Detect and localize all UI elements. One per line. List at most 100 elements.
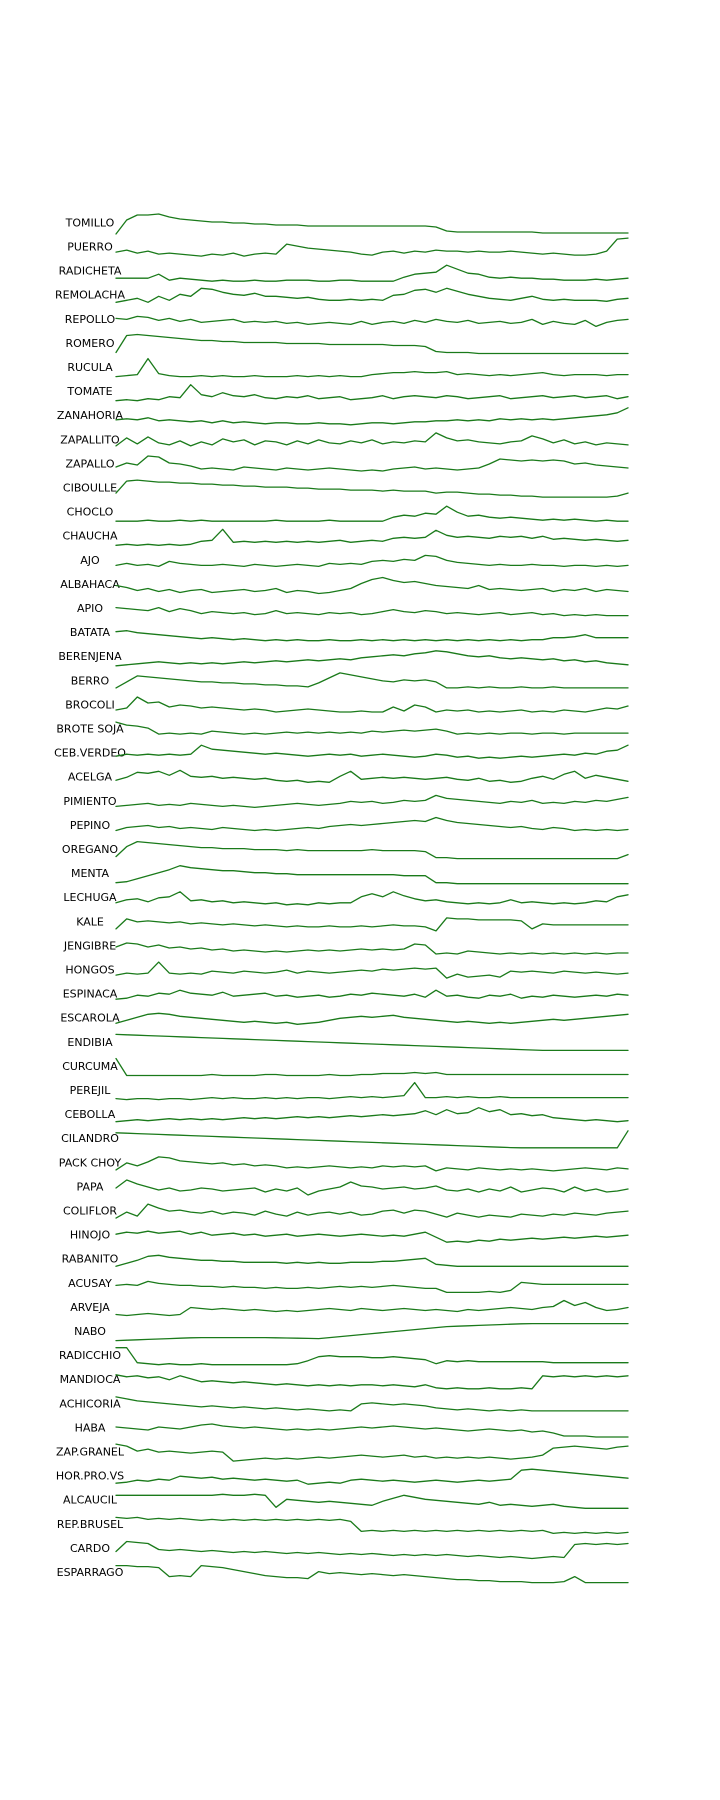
series-line (115, 264, 629, 282)
sparkline-row: ZAP.GRANEL (56, 1443, 629, 1462)
sparkline-row: AJO (80, 554, 629, 568)
series-label: CHAUCHA (62, 530, 117, 543)
series-label: PUERRO (67, 241, 113, 254)
series-label: ESPARRAGO (57, 1566, 124, 1579)
series-label: ZAPALLITO (60, 433, 120, 446)
series-line (115, 1280, 629, 1294)
sparkline-row: LECHUGA (63, 891, 629, 906)
series-label: CHOCLO (67, 506, 114, 519)
series-label: MANDIOCA (60, 1373, 121, 1386)
series-line (115, 315, 629, 328)
series-label: ALCAUCIL (63, 1494, 118, 1507)
sparkline-row: PEPINO (70, 816, 629, 832)
series-line (115, 840, 629, 860)
series-label: ROMERO (65, 337, 114, 350)
series-line (115, 407, 629, 426)
series-label: HABA (75, 1421, 106, 1434)
sparkline-row: CARDO (70, 1540, 629, 1560)
series-label: KALE (76, 915, 104, 928)
sparkline-row: ACHICORIA (59, 1396, 629, 1412)
series-line (115, 1423, 629, 1438)
series-line (115, 1374, 629, 1390)
series-line (115, 1299, 629, 1317)
sparkline-row: HINOJO (70, 1229, 629, 1243)
sparkline-row: KALE (76, 915, 629, 932)
sparkline-row: ESPARRAGO (57, 1564, 629, 1584)
sparkline-row: HOR.PRO.VS (56, 1468, 629, 1485)
sparkline-row: REMOLACHA (55, 287, 629, 303)
series-line (115, 769, 629, 783)
series-label: RADICCHIO (59, 1349, 121, 1362)
sparkline-row: ENDIBIA (67, 1033, 629, 1052)
series-label: MENTA (71, 867, 110, 880)
series-label: JENGIBRE (63, 939, 116, 952)
sparkline-row: ZAPALLO (65, 455, 629, 472)
sparkline-row: BERENJENA (58, 650, 629, 667)
sparkline-row: ACELGA (68, 769, 629, 784)
sparkline-row: ROMERO (65, 333, 629, 355)
series-line (115, 1493, 629, 1509)
series-line (115, 1564, 629, 1584)
series-line (115, 672, 629, 689)
series-label: CEBOLLA (65, 1108, 116, 1121)
series-line (115, 479, 629, 498)
series-label: CEB.VERDEO (54, 747, 126, 760)
series-line (115, 1203, 629, 1219)
series-line (115, 1179, 629, 1196)
sparkline-row: PUERRO (67, 237, 629, 257)
series-label: APIO (77, 602, 103, 615)
series-label: ARVEJA (70, 1301, 110, 1314)
sparkline-row: ALBAHACA (60, 576, 629, 595)
series-line (115, 1540, 629, 1560)
series-line (115, 942, 629, 955)
series-line (115, 357, 629, 378)
series-line (115, 816, 629, 832)
sparkline-row: OREGANO (62, 840, 629, 860)
series-line (115, 1130, 629, 1149)
series-label: ESPINACA (63, 988, 118, 1001)
series-line (115, 650, 629, 667)
series-line (115, 333, 629, 355)
sparkline-row: REPOLLO (65, 313, 629, 328)
series-label: ESCAROLA (60, 1012, 120, 1025)
sparkline-row: RUCULA (67, 357, 629, 378)
series-line (115, 1322, 629, 1342)
sparkline-row: TOMILLO (65, 213, 629, 235)
series-line (115, 237, 629, 257)
sparkline-row: RADICCHIO (59, 1347, 629, 1366)
sparkline-row: BROTE SOJA (56, 721, 629, 736)
series-line (115, 1468, 629, 1485)
sparkline-row: JENGIBRE (63, 939, 629, 955)
sparkline-row: RABANITO (62, 1253, 629, 1267)
series-label: PAPA (77, 1180, 104, 1193)
sparkline-row: ARVEJA (70, 1299, 629, 1317)
sparkline-row: NABO (74, 1322, 629, 1342)
sparkline-row: PIMIENTO (63, 794, 629, 809)
series-line (115, 1396, 629, 1412)
series-label: CILANDRO (61, 1132, 119, 1145)
sparkline-row: PEREJIL (70, 1081, 629, 1101)
series-line (115, 213, 629, 235)
sparkline-row: APIO (77, 602, 629, 617)
series-line (115, 287, 629, 303)
series-line (115, 744, 629, 759)
series-label: ZAPALLO (65, 457, 114, 470)
series-label: BERRO (71, 674, 110, 687)
series-label: COLIFLOR (63, 1205, 117, 1218)
series-line (115, 554, 629, 568)
series-label: AJO (80, 554, 100, 567)
series-label: HOR.PRO.VS (56, 1470, 124, 1483)
series-line (115, 961, 629, 979)
series-label: RADICHETA (59, 265, 122, 278)
series-label: ZAP.GRANEL (56, 1446, 125, 1459)
series-line (115, 432, 629, 447)
series-line (115, 1347, 629, 1366)
series-label: RABANITO (62, 1253, 119, 1266)
series-line (115, 1081, 629, 1101)
series-label: RUCULA (67, 361, 113, 374)
sparkline-row: HABA (75, 1421, 629, 1438)
sparkline-row: ALCAUCIL (63, 1493, 629, 1509)
sparkline-row: HONGOS (65, 961, 629, 979)
sparkline-row: ZAPALLITO (60, 432, 629, 447)
